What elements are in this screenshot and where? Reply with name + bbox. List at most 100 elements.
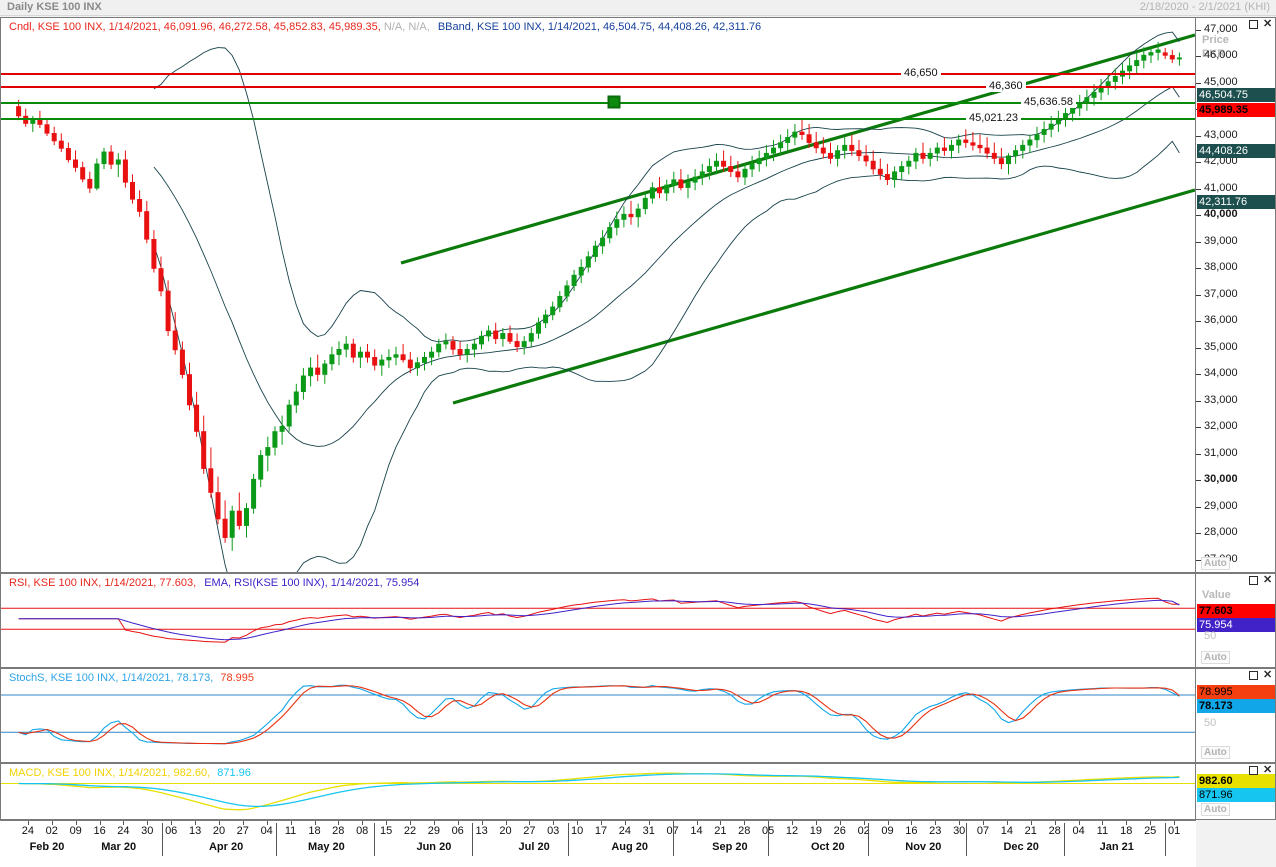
resistance-line-46360-label: 46,360 xyxy=(986,80,1026,92)
price-plot-area[interactable]: 46,650 46,360 45,636.58 45,021.23 xyxy=(1,18,1195,572)
maximize-icon[interactable] xyxy=(1249,766,1258,775)
stoch-k-value-tag[interactable]: 78.173 xyxy=(1197,699,1275,713)
price-axis-auto-button[interactable]: Auto xyxy=(1201,557,1230,570)
date-axis-tick xyxy=(171,821,173,825)
window-title: Daily KSE 100 INX xyxy=(7,1,102,13)
line-selection-handle[interactable] xyxy=(607,95,621,109)
maximize-icon[interactable] xyxy=(1249,576,1258,585)
stoch-value-axis[interactable]: 78.995 78.173 50 Auto xyxy=(1195,669,1275,762)
axis-tick xyxy=(1196,241,1201,243)
rsi-plot-area[interactable] xyxy=(1,574,1195,667)
date-axis-day: 27 xyxy=(236,825,249,837)
rsi-value-axis[interactable]: Value 77.603 75.954 50 Auto xyxy=(1195,574,1275,667)
date-axis-tick xyxy=(219,821,220,825)
macd-value-axis[interactable]: 982.60 871.96 Auto xyxy=(1195,764,1275,819)
date-axis-day: 20 xyxy=(212,825,226,837)
close-icon[interactable]: ✕ xyxy=(1263,669,1273,681)
candle-legend-na: N/A, N/A, xyxy=(383,21,430,33)
candle-legend-text: Cndl, KSE 100 INX, 1/14/2021, 46,091.96,… xyxy=(9,21,381,33)
bband-legend-text: BBand, KSE 100 INX, 1/14/2021, 46,504.75… xyxy=(437,21,762,33)
support-line-45021-label: 45,021.23 xyxy=(966,112,1021,124)
date-axis-tick xyxy=(959,821,961,825)
support-line-45021[interactable] xyxy=(1,118,1195,120)
close-icon[interactable]: ✕ xyxy=(1263,764,1273,776)
axis-auto-button[interactable]: Auto xyxy=(1201,746,1230,759)
date-axis-month: Jun 20 xyxy=(416,841,452,853)
date-axis-day: 30 xyxy=(141,825,154,837)
resistance-line-46650[interactable] xyxy=(1,73,1195,75)
axis-tick xyxy=(1196,321,1201,323)
price-value-axis[interactable]: PricePKR47,00046,00045,00044,00043,00042… xyxy=(1195,18,1275,572)
date-axis-day: 31 xyxy=(642,825,655,837)
price-axis-label: 41,000 xyxy=(1204,181,1238,194)
price-axis-label: 32,000 xyxy=(1204,420,1238,433)
support-line-45636[interactable] xyxy=(1,102,1195,104)
date-axis-day: 04 xyxy=(260,825,273,837)
resistance-line-46360[interactable] xyxy=(1,86,1195,88)
date-axis-day: 24 xyxy=(21,825,35,837)
stoch-pane-legend: StochS, KSE 100 INX, 1/14/2021, 78.173, … xyxy=(9,672,254,685)
price-axis-currency: PKR xyxy=(1202,48,1226,60)
macd-value-tag[interactable]: 982.60 xyxy=(1197,774,1275,788)
maximize-icon[interactable] xyxy=(1249,671,1258,680)
price-axis-label: 29,000 xyxy=(1204,499,1238,512)
price-axis-label: 46,000 xyxy=(1204,49,1238,62)
price-axis-label: 33,000 xyxy=(1204,393,1238,406)
date-axis-month: May 20 xyxy=(308,841,345,853)
date-axis-tick xyxy=(648,821,650,825)
date-axis-tick xyxy=(1174,821,1176,825)
window-title-bar: Daily KSE 100 INX 2/18/2020 - 2/1/2021 (… xyxy=(0,0,1276,16)
stoch-d-value-tag[interactable]: 78.995 xyxy=(1197,685,1275,699)
date-axis-separator xyxy=(161,823,163,856)
close-icon[interactable]: ✕ xyxy=(1263,574,1273,586)
stoch-legend-second: 78.995 xyxy=(220,672,254,684)
date-axis-month: Apr 20 xyxy=(208,841,244,853)
date-axis[interactable]: 24 02 09 16 24 30 06 13 20 27 04 11 18 28 08 15 22 29 06 13… xyxy=(0,820,1196,867)
price-axis-label: 38,000 xyxy=(1204,261,1238,274)
macd-plot-area[interactable] xyxy=(1,764,1195,819)
bband-lower-tag[interactable]: 42,311.76 xyxy=(1197,195,1275,209)
price-axis-label: 43,000 xyxy=(1204,128,1238,141)
axis-tick xyxy=(1196,215,1201,217)
date-axis-tick xyxy=(147,821,149,825)
rsi-ema-value-tag[interactable]: 75.954 xyxy=(1197,618,1275,632)
stoch-legend-text: StochS, KSE 100 INX, 1/14/2021, 78.173, xyxy=(9,672,214,684)
macd-signal-value-tag[interactable]: 871.96 xyxy=(1197,788,1275,802)
date-axis-day: 10 xyxy=(570,825,584,837)
last-price-tag[interactable]: 45,989.35 xyxy=(1197,103,1275,117)
date-axis-month: Feb 20 xyxy=(29,841,65,853)
date-axis-tick xyxy=(839,821,841,825)
date-axis-month: Jan 21 xyxy=(1099,841,1134,853)
date-axis-tick xyxy=(481,821,483,825)
axis-tick xyxy=(1196,559,1201,561)
date-axis-separator xyxy=(966,823,968,856)
date-axis-day: 26 xyxy=(833,825,846,837)
date-axis-day: 12 xyxy=(785,825,799,837)
date-axis-day: 24 xyxy=(117,825,130,837)
axis-auto-button[interactable]: Auto xyxy=(1201,803,1230,816)
date-axis-tick xyxy=(338,821,340,825)
date-axis-day: 21 xyxy=(714,825,727,837)
date-axis-tick xyxy=(601,821,602,825)
bband-upper-tag[interactable]: 46,504.75 xyxy=(1197,88,1275,102)
value-axis-title: Value xyxy=(1202,589,1231,601)
axis-auto-button[interactable]: Auto xyxy=(1201,651,1230,664)
date-axis-tick xyxy=(290,821,292,825)
date-axis-day: 28 xyxy=(332,825,345,837)
macd-pane-buttons: ✕ xyxy=(1249,764,1273,776)
price-pane: Cndl, KSE 100 INX, 1/14/2021, 46,091.96,… xyxy=(0,17,1276,573)
date-axis-day: 09 xyxy=(69,825,82,837)
date-axis-tick xyxy=(242,821,244,825)
close-icon[interactable]: ✕ xyxy=(1263,18,1273,30)
axis-tick xyxy=(1196,29,1201,31)
rsi-value-tag[interactable]: 77.603 xyxy=(1197,604,1275,618)
price-axis-title: Price xyxy=(1202,34,1229,46)
date-axis-tick xyxy=(911,821,913,825)
bband-middle-tag[interactable]: 44,408.26 xyxy=(1197,144,1275,158)
maximize-icon[interactable] xyxy=(1249,20,1258,29)
price-axis-label: 28,000 xyxy=(1204,526,1238,539)
date-axis-tick xyxy=(505,821,507,825)
price-axis-label: 35,000 xyxy=(1204,340,1238,353)
stoch-plot-area[interactable] xyxy=(1,669,1195,762)
date-axis-tick xyxy=(1030,821,1032,825)
